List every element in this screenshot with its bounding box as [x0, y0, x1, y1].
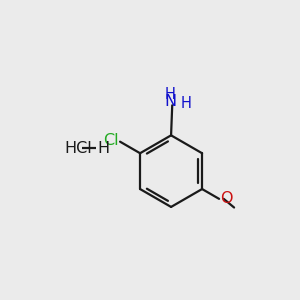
Text: Cl: Cl: [103, 133, 119, 148]
Text: H: H: [181, 96, 192, 111]
Text: N: N: [164, 94, 176, 109]
Text: H: H: [165, 87, 176, 102]
Text: O: O: [220, 191, 232, 206]
Text: HCl: HCl: [65, 140, 93, 155]
Text: H: H: [98, 140, 110, 155]
